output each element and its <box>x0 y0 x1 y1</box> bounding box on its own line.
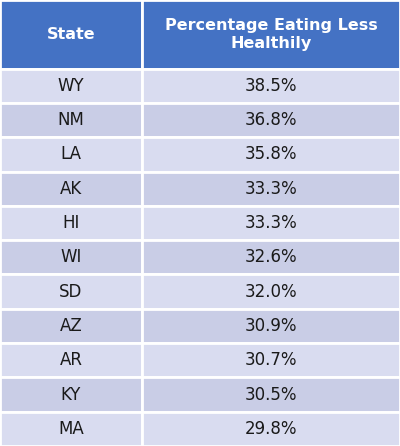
Bar <box>0 69 142 103</box>
Bar <box>0 206 142 240</box>
Bar <box>142 343 400 377</box>
Bar <box>142 0 400 69</box>
Bar <box>142 377 400 412</box>
Text: LA: LA <box>60 145 82 163</box>
Text: 30.5%: 30.5% <box>245 385 297 404</box>
Text: MA: MA <box>58 420 84 438</box>
Text: 38.5%: 38.5% <box>245 77 297 95</box>
Bar <box>0 0 142 69</box>
Bar <box>0 103 142 137</box>
Bar <box>0 377 142 412</box>
Text: AK: AK <box>60 180 82 198</box>
Text: WI: WI <box>60 248 82 266</box>
Bar <box>142 172 400 206</box>
Bar <box>0 412 142 446</box>
Text: 30.7%: 30.7% <box>245 351 297 369</box>
Bar <box>142 69 400 103</box>
Text: 29.8%: 29.8% <box>245 420 297 438</box>
Bar <box>142 309 400 343</box>
Bar <box>142 412 400 446</box>
Text: WY: WY <box>58 77 84 95</box>
Text: NM: NM <box>58 111 84 129</box>
Bar <box>0 309 142 343</box>
Text: Percentage Eating Less
Healthily: Percentage Eating Less Healthily <box>165 18 377 50</box>
Text: 32.0%: 32.0% <box>245 283 297 301</box>
Text: HI: HI <box>62 214 80 232</box>
Text: AZ: AZ <box>60 317 82 335</box>
Text: 33.3%: 33.3% <box>245 180 297 198</box>
Bar <box>142 206 400 240</box>
Bar <box>0 343 142 377</box>
Text: 35.8%: 35.8% <box>245 145 297 163</box>
Text: KY: KY <box>61 385 81 404</box>
Text: 30.9%: 30.9% <box>245 317 297 335</box>
Text: SD: SD <box>59 283 83 301</box>
Text: 33.3%: 33.3% <box>245 214 297 232</box>
Text: AR: AR <box>60 351 82 369</box>
Bar <box>0 137 142 172</box>
Bar <box>142 240 400 274</box>
Bar <box>142 274 400 309</box>
Text: State: State <box>47 27 95 42</box>
Bar <box>0 172 142 206</box>
Text: 36.8%: 36.8% <box>245 111 297 129</box>
Bar <box>0 240 142 274</box>
Bar <box>142 137 400 172</box>
Bar <box>0 274 142 309</box>
Text: 32.6%: 32.6% <box>245 248 297 266</box>
Bar <box>142 103 400 137</box>
